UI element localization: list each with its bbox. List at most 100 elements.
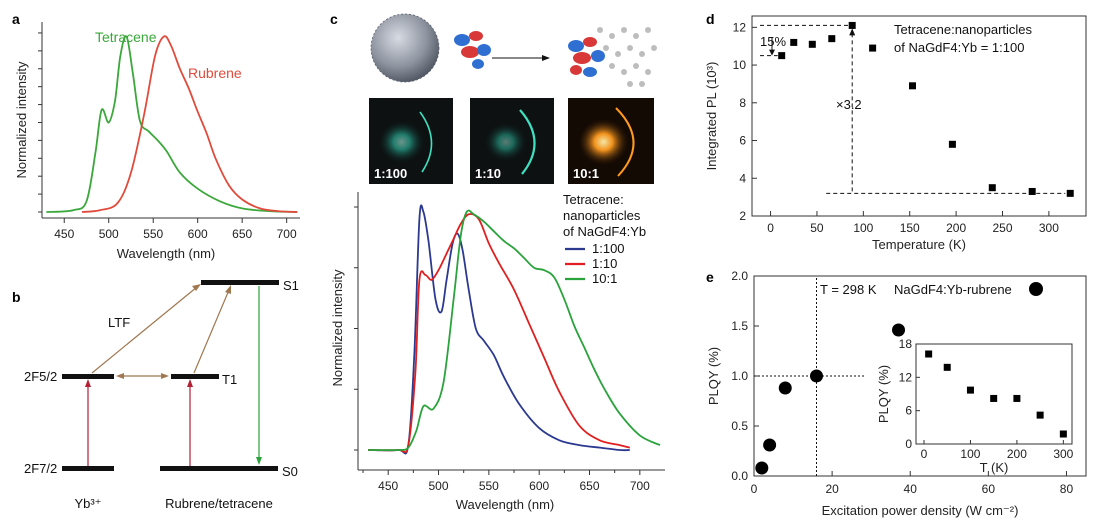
chart-d-point <box>1066 189 1074 197</box>
chart-a: 450 500 550 600 650 700 Tetracene Rubrene Wav… <box>14 22 300 261</box>
chart-d-point <box>869 44 877 52</box>
chart-e-inset-points <box>925 350 1067 438</box>
label-yb-ion: Yb³⁺ <box>74 496 101 511</box>
chart-d-legend-line-1: Tetracene:nanoparticles <box>894 22 1033 37</box>
chart-a-yticks <box>38 32 42 213</box>
ltf-arrow <box>91 286 198 374</box>
panel-label-c: c <box>330 11 338 27</box>
label-s0: S0 <box>282 464 298 479</box>
chart-c-xticks: 450 500 550 600 650 700 <box>362 470 650 493</box>
label-s1: S1 <box>283 278 299 293</box>
chart-e-ytick-label: 0.0 <box>731 469 748 483</box>
panel-label-e: e <box>706 269 714 285</box>
ltf-arrow-head <box>192 284 201 291</box>
chart-c-ylabel: Normalized intensity <box>330 269 345 387</box>
t1-s1-arrow-head <box>225 285 231 294</box>
chart-e: 0.00.51.01.52.0 0 20 40 60 80 T = 298 K NaGd… <box>706 269 1087 518</box>
photo-1-10: 1:10 <box>470 98 554 184</box>
chart-c-legend-title-3: of NaGdF4:Yb <box>563 224 646 239</box>
photo-1-100: 1:100 <box>369 98 453 184</box>
chart-d-ylabel: Integrated PL (10³) <box>704 62 719 171</box>
chart-c-legend-label: 10:1 <box>592 271 617 286</box>
chart-e-inset-yticks: 0 6 12 18 <box>899 337 920 451</box>
chart-e-point <box>809 369 823 383</box>
panel-label-d: d <box>706 11 715 27</box>
chart-d-15pct-arrow-head <box>769 49 775 56</box>
chart-e-point <box>892 323 906 337</box>
molecule-orbitals-left <box>454 31 491 69</box>
chart-e-inset-ylabel: PLQY (%) <box>876 365 891 423</box>
level-s0 <box>160 466 278 471</box>
panel-label-a: a <box>12 11 20 27</box>
chart-e-annotation-temp: T = 298 K <box>820 282 877 297</box>
chart-e-xlabel: Excitation power density (W cm⁻²) <box>822 503 1019 518</box>
chart-a-xlabel: Wavelength (nm) <box>117 246 216 261</box>
chart-d-point <box>808 40 816 48</box>
chart-d-annotation-x32: ×3.2 <box>836 97 862 112</box>
chart-d-xtick-label: 0 <box>767 221 774 235</box>
label-yb-lower: 2F7/2 <box>24 461 57 476</box>
chart-d: 2 4 6 8 10 12 0 50 100 150 200 250 300 Tetracene:na… <box>704 15 1087 252</box>
chart-e-xtick-label: 40 <box>904 482 918 496</box>
chart-e-ytick-label: 2.0 <box>731 269 748 283</box>
chart-a-xtick-label: 650 <box>232 227 252 241</box>
chart-d-point <box>1028 187 1036 195</box>
chart-a-xtick-label: 450 <box>54 227 74 241</box>
chart-d-point <box>790 38 798 46</box>
chart-a-ylabel: Normalized intensity <box>14 61 29 179</box>
chart-a-annotation-rubrene: Rubrene <box>188 65 242 81</box>
chart-c-xlabel: Wavelength (nm) <box>456 497 555 512</box>
chart-d-ytick-label: 8 <box>739 96 746 110</box>
chart-c-series-10-1 <box>368 209 661 452</box>
label-ltf: LTF <box>108 315 130 330</box>
t1-s1-arrow <box>193 289 230 374</box>
chart-d-guide-vertical-head <box>849 28 856 36</box>
absorb-arrow-yb-head <box>85 379 91 387</box>
chart-d-xlabel: Temperature (K) <box>872 237 966 252</box>
chart-e-inset-ytick-label: 6 <box>905 404 912 418</box>
chart-e-ylabel: PLQY (%) <box>706 347 721 405</box>
chart-e-inset-point <box>966 386 974 394</box>
panel-label-b: b <box>12 289 21 305</box>
chart-d-ytick-label: 6 <box>739 134 746 148</box>
chart-d-legend-line-2: of NaGdF4:Yb = 1:100 <box>894 40 1024 55</box>
photo-label-1-100: 1:100 <box>374 166 407 181</box>
chart-c-xtick-label: 600 <box>529 479 549 493</box>
photo-label-10-1: 10:1 <box>573 166 599 181</box>
chart-e-xtick-label: 80 <box>1060 482 1074 496</box>
chart-a-lines <box>46 35 298 213</box>
chart-e-xtick-label: 60 <box>982 482 996 496</box>
chart-d-guides <box>760 24 1066 194</box>
chart-a-series-tetracene <box>46 35 298 213</box>
chart-d-ytick-label: 10 <box>733 58 747 72</box>
chart-d-point <box>848 21 856 29</box>
chart-e-inset-xlabel: T (K) <box>980 460 1009 475</box>
chart-d-point <box>988 184 996 192</box>
chart-d-ytick-label: 12 <box>733 20 747 34</box>
chart-e-point <box>755 461 769 475</box>
chart-e-inset-point <box>925 350 933 358</box>
chart-a-annotation-tetracene: Tetracene <box>95 29 157 45</box>
chart-e-inset-ytick-label: 0 <box>905 437 912 451</box>
absorb-arrow-rub-head <box>187 379 193 387</box>
nanoparticle-outline <box>370 13 440 83</box>
chart-d-xtick-label: 100 <box>853 221 873 235</box>
chart-d-annotation-15pct: 15% <box>760 34 786 49</box>
reaction-arrow-head <box>542 55 550 61</box>
chart-e-inset-xtick-label: 100 <box>960 447 980 461</box>
molecule-on-graphene <box>568 27 657 87</box>
chart-c-legend-label: 1:10 <box>592 256 617 271</box>
chart-e-ytick-label: 1.0 <box>731 369 748 383</box>
chart-d-xtick-label: 200 <box>946 221 966 235</box>
photo-10-1: 10:1 <box>568 98 654 184</box>
chart-d-point <box>828 35 836 43</box>
chart-d-xtick-label: 300 <box>1039 221 1059 235</box>
chart-e-legend-marker <box>1029 282 1043 296</box>
level-s1 <box>201 280 279 285</box>
chart-d-xtick-label: 150 <box>900 221 920 235</box>
chart-c-legend-title-1: Tetracene: <box>563 192 624 207</box>
chart-d-xtick-label: 50 <box>810 221 824 235</box>
chart-c-legend-title-2: nanoparticles <box>563 208 641 223</box>
exchange-arrow-left <box>116 373 124 379</box>
chart-e-inset-point <box>1036 411 1044 419</box>
